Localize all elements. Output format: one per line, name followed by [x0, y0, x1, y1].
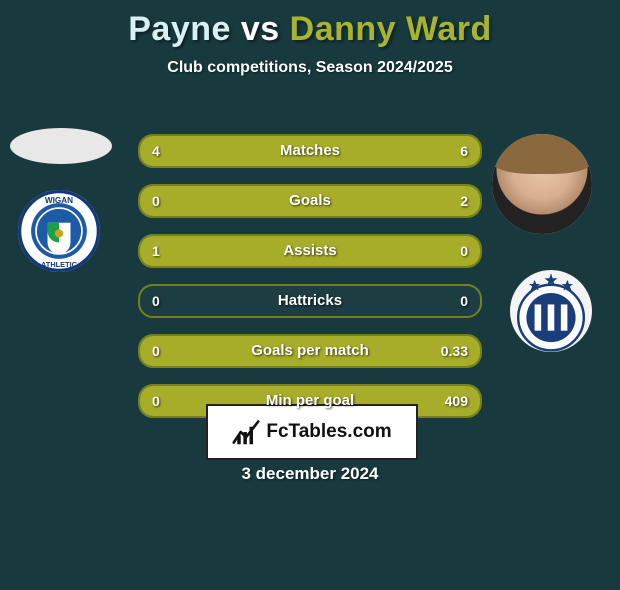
svg-text:WIGAN: WIGAN — [45, 196, 73, 205]
club-right-crest — [510, 270, 592, 352]
player-left-avatar — [10, 128, 112, 164]
stat-label: Hattricks — [140, 286, 480, 316]
club-left-crest: WIGAN ATHLETIC — [18, 190, 100, 272]
huddersfield-crest-icon — [510, 270, 592, 352]
stat-label: Matches — [140, 136, 480, 166]
subtitle: Club competitions, Season 2024/2025 — [0, 59, 620, 77]
brand-chart-icon — [232, 418, 260, 446]
title-vs: vs — [241, 10, 280, 48]
stat-row: Assists1 0 — [138, 234, 482, 268]
stat-row: Hattricks0 0 — [138, 284, 482, 318]
infographic-container: Payne vs Danny Ward Club competitions, S… — [0, 10, 620, 590]
stat-value-right: 6 — [460, 136, 468, 166]
svg-text:ATHLETIC: ATHLETIC — [41, 260, 78, 269]
face-icon — [492, 134, 592, 234]
stat-value-left: 0 — [152, 286, 160, 316]
title-player1: Payne — [128, 10, 231, 48]
stat-row: Matches4 6 — [138, 134, 482, 168]
wigan-crest-icon: WIGAN ATHLETIC — [18, 190, 100, 272]
title-player2: Danny Ward — [290, 10, 492, 48]
stat-label: Assists — [140, 236, 480, 266]
brand-text: FcTables.com — [266, 421, 391, 443]
stat-value-left: 0 — [152, 336, 160, 366]
stat-value-right: 409 — [445, 386, 468, 416]
stat-value-right: 0 — [460, 236, 468, 266]
stat-value-left: 1 — [152, 236, 160, 266]
stat-label: Goals per match — [140, 336, 480, 366]
stat-value-left: 0 — [152, 386, 160, 416]
stat-value-right: 0.33 — [441, 336, 468, 366]
stat-value-right: 2 — [460, 186, 468, 216]
stat-label: Goals — [140, 186, 480, 216]
date: 3 december 2024 — [0, 464, 620, 484]
stat-row: Goals per match0 0.33 — [138, 334, 482, 368]
stat-value-left: 0 — [152, 186, 160, 216]
player-right-avatar — [492, 134, 592, 234]
stat-label: Min per goal — [140, 386, 480, 416]
stat-rows: Matches46Goals02Assists10Hattricks00Goal… — [138, 134, 482, 434]
stat-value-right: 0 — [460, 286, 468, 316]
stat-value-left: 4 — [152, 136, 160, 166]
title: Payne vs Danny Ward — [0, 10, 620, 49]
stat-row: Min per goal0 409 — [138, 384, 482, 418]
stat-row: Goals0 2 — [138, 184, 482, 218]
